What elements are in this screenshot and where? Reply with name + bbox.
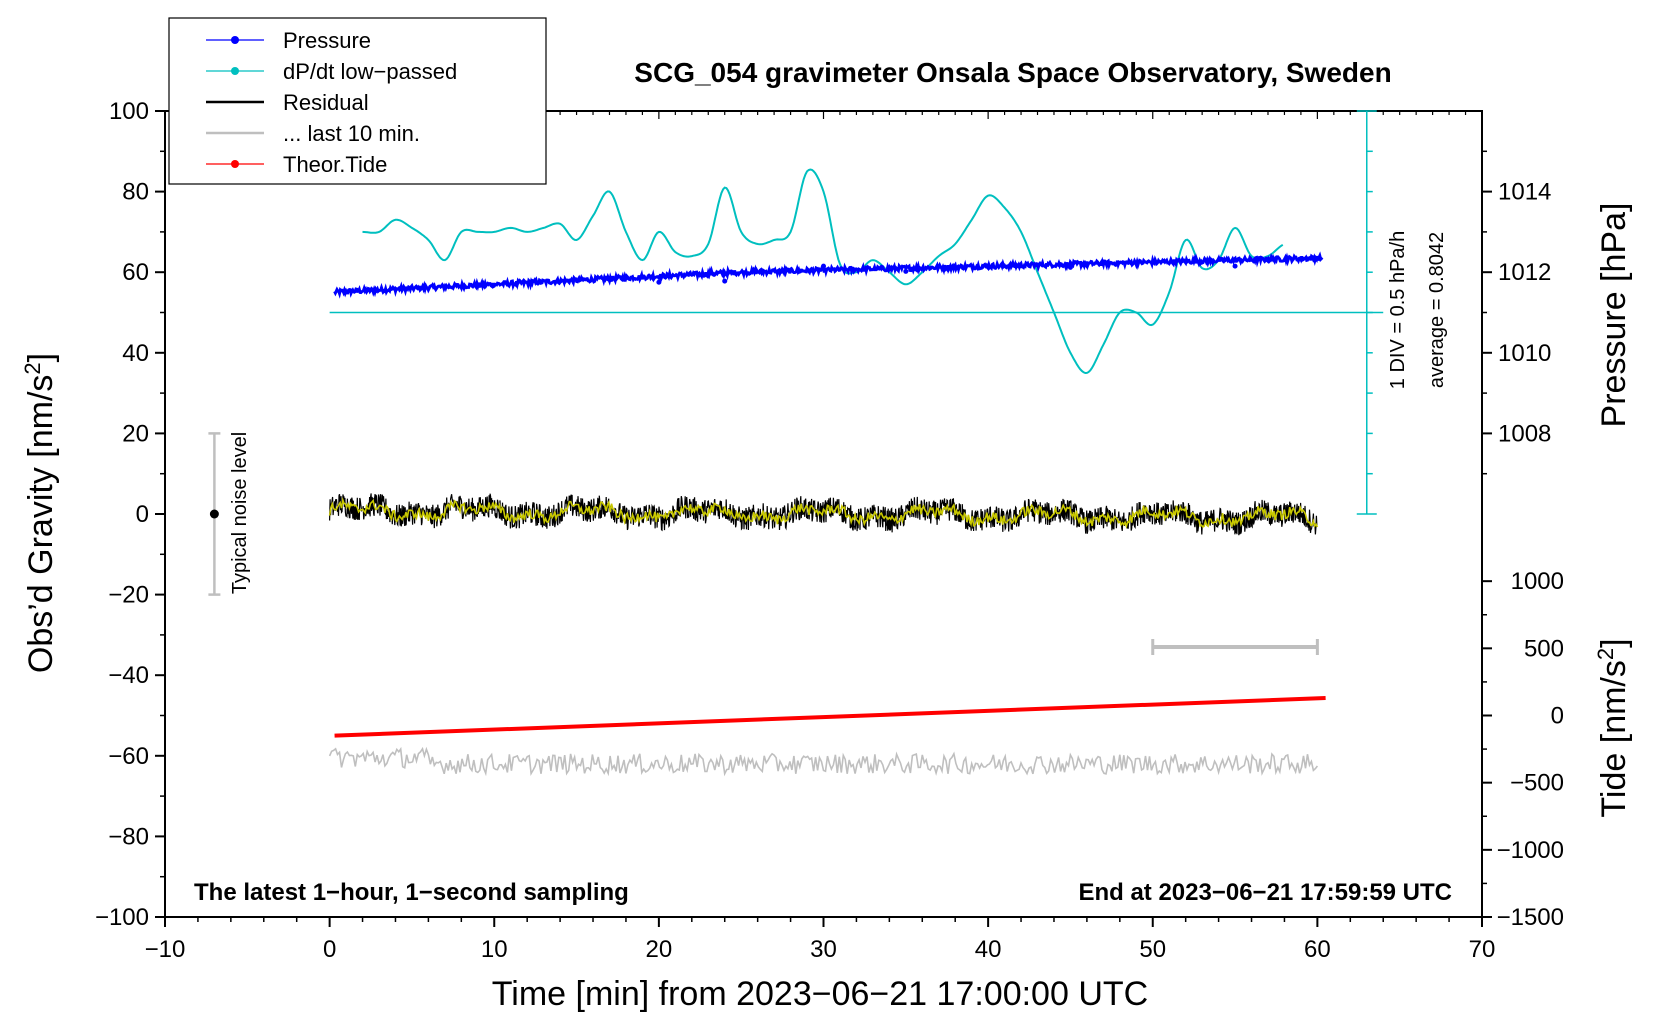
y-tick-label: −20 xyxy=(108,582,149,609)
tide-tick-label: −500 xyxy=(1510,770,1564,797)
footer-left-note: The latest 1−hour, 1−second sampling xyxy=(194,879,629,906)
pressure-outlier-dot xyxy=(903,268,909,274)
x-tick-label: 30 xyxy=(810,936,837,963)
footer-right-note: End at 2023−06−21 17:59:59 UTC xyxy=(1078,879,1452,906)
legend-marker xyxy=(231,67,239,75)
chart-title: SCG_054 gravimeter Onsala Space Observat… xyxy=(634,57,1391,88)
y-tick-label: 60 xyxy=(122,259,149,286)
pressure-outlier-dot xyxy=(656,279,662,285)
dpdt-curve xyxy=(362,168,1284,375)
y-tick-label: 0 xyxy=(136,501,149,528)
div-scale-label: 1 DIV = 0.5 hPa/h xyxy=(1387,231,1409,389)
pressure-tick-label: 1010 xyxy=(1498,340,1551,367)
y-tick-label: −80 xyxy=(108,823,149,850)
last-10-min-curve xyxy=(328,746,1319,777)
noise-bar-center-dot xyxy=(209,509,219,519)
noise-level-label: Typical noise level xyxy=(229,432,251,594)
tide-tick-label: 1000 xyxy=(1511,568,1564,595)
y-tick-label: 40 xyxy=(122,340,149,367)
pressure-outlier-dot xyxy=(722,278,728,284)
data-series xyxy=(328,168,1384,777)
y-tick-label: −60 xyxy=(108,743,149,770)
pressure-tick-label: 1008 xyxy=(1498,420,1551,447)
pressure-outlier-dot xyxy=(1067,264,1073,270)
pressure-curve xyxy=(333,251,1324,299)
legend-label: Theor.Tide xyxy=(283,152,387,177)
y-axis-label-left: Obs’d Gravity [nm/s2] xyxy=(20,353,60,673)
tide-tick-label: 500 xyxy=(1524,635,1564,662)
average-label: average = 0.8042 xyxy=(1426,232,1448,388)
y-axis-label-pressure: Pressure [hPa] xyxy=(1595,203,1633,428)
tick-marks: −10 0 10 20 30 40 50 60 70−100−80−60−40−20020406… xyxy=(95,98,1564,963)
legend-label: ... last 10 min. xyxy=(283,121,420,146)
tide-tick-label: −1500 xyxy=(1497,904,1564,931)
y-tick-label: 80 xyxy=(122,179,149,206)
pressure-tick-label: 1012 xyxy=(1498,259,1551,286)
pressure-outlier-dot xyxy=(1232,263,1238,269)
y-tick-label: 20 xyxy=(122,420,149,447)
legend-marker xyxy=(231,36,239,44)
y-tick-label: −100 xyxy=(95,904,149,931)
x-tick-label: 60 xyxy=(1304,936,1331,963)
x-tick-label: 10 xyxy=(481,936,508,963)
y-tick-label: 100 xyxy=(109,98,149,125)
x-tick-label: 70 xyxy=(1469,936,1496,963)
legend-label: Residual xyxy=(283,90,369,115)
theoretical-tide-line xyxy=(334,696,1326,738)
legend: Pressure dP/dt low−passed Residual ... last… xyxy=(168,17,547,185)
x-tick-label: 50 xyxy=(1139,936,1166,963)
pressure-outlier-dot xyxy=(821,263,826,269)
y-axis-label-tide: Tide [nm/s2] xyxy=(1593,638,1633,817)
annotations xyxy=(208,110,1377,655)
x-tick-label: 40 xyxy=(975,936,1002,963)
x-tick-label: 0 xyxy=(323,936,336,963)
residual-lowpassed-curve xyxy=(328,497,1319,529)
tide-tick-label: 0 xyxy=(1551,703,1564,730)
x-tick-label: 20 xyxy=(646,936,673,963)
pressure-tick-label: 1014 xyxy=(1498,179,1551,206)
legend-marker xyxy=(231,160,239,168)
x-tick-label: −10 xyxy=(145,936,186,963)
legend-label: Pressure xyxy=(283,28,371,53)
legend-label: dP/dt low−passed xyxy=(283,59,457,84)
x-axis-label: Time [min] from 2023−06−21 17:00:00 UTC xyxy=(492,975,1148,1013)
tide-tick-label: −1000 xyxy=(1497,837,1564,864)
y-tick-label: −40 xyxy=(108,662,149,689)
